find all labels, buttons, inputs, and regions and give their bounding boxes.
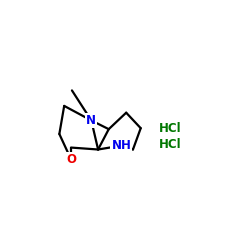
Text: NH: NH [112,139,131,152]
Text: HCl: HCl [159,138,182,151]
Text: N: N [86,114,96,127]
Text: O: O [66,153,76,166]
Text: HCl: HCl [159,122,182,135]
